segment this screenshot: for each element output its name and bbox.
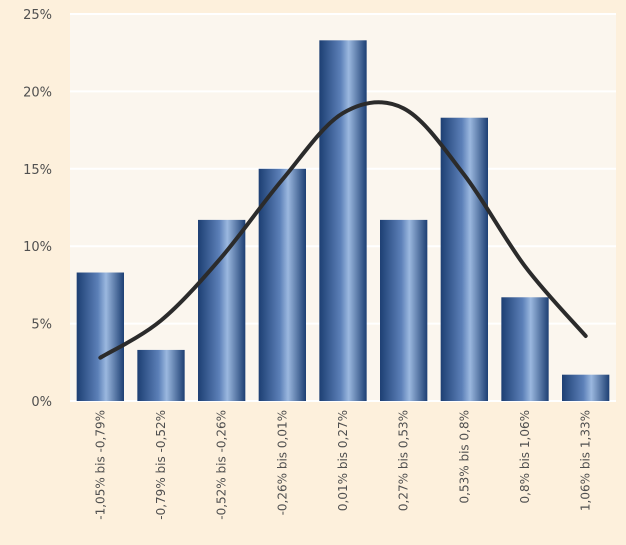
- x-tick-label: -0,52% bis -0,26%: [215, 410, 229, 520]
- y-axis-ticks: 0% 5% 10% 15% 20% 25%: [23, 8, 52, 410]
- distribution-curve: [98, 100, 588, 360]
- bars: [76, 40, 610, 401]
- x-tick-label: 0,8% bis 1,06%: [518, 410, 532, 503]
- y-tick-label: 0%: [31, 395, 52, 410]
- distribution-curve-layer: [98, 100, 588, 360]
- bar: [501, 297, 549, 401]
- x-tick-label: 0,53% bis 0,8%: [457, 410, 471, 503]
- bar: [137, 349, 185, 401]
- x-tick-label: -0,79% bis -0,52%: [154, 410, 168, 520]
- bar: [440, 117, 488, 401]
- bar: [258, 168, 306, 401]
- x-axis-ticks: -1,05% bis -0,79% -0,79% bis -0,52% -0,52%…: [93, 410, 592, 520]
- bar: [380, 219, 428, 401]
- y-tick-label: 15%: [23, 163, 52, 178]
- x-tick-label: 1,06% bis 1,33%: [579, 410, 593, 511]
- x-tick-label: 0,01% bis 0,27%: [336, 410, 350, 511]
- bar: [562, 374, 610, 401]
- y-tick-label: 20%: [23, 85, 52, 100]
- x-tick-label: 0,27% bis 0,53%: [397, 410, 411, 511]
- x-tick-label: -1,05% bis -0,79%: [93, 410, 107, 520]
- bar: [198, 219, 246, 401]
- x-tick-label: -0,26% bis 0,01%: [275, 410, 289, 515]
- bar: [319, 40, 367, 401]
- y-tick-label: 5%: [31, 318, 52, 333]
- bar: [76, 272, 124, 401]
- y-tick-label: 25%: [23, 8, 52, 23]
- y-tick-label: 10%: [23, 240, 52, 255]
